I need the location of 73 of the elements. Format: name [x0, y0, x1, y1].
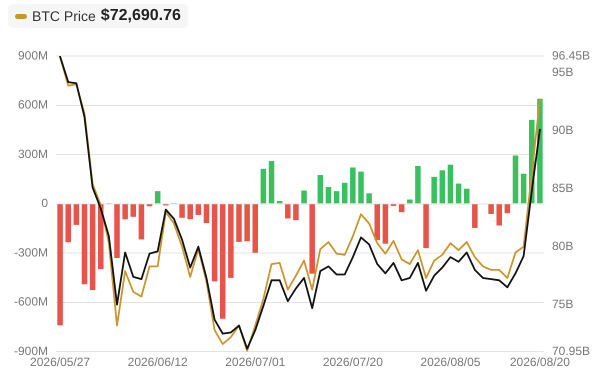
y2-tick-label: 96.45B — [552, 48, 590, 62]
y-tick-label: 600M — [18, 98, 48, 112]
bar — [488, 204, 494, 214]
y-tick-label: -600M — [14, 294, 48, 309]
bar — [382, 204, 388, 244]
x-tick-label: 2026/06/12 — [128, 355, 188, 370]
bar — [204, 204, 210, 224]
y-tick-label: 300M — [18, 146, 48, 161]
x-tick-label: 2026/08/05 — [420, 355, 481, 370]
bar — [448, 164, 454, 204]
bar — [244, 204, 250, 242]
bar — [98, 204, 104, 270]
bar — [464, 188, 470, 204]
y2-tick-label: 80B — [552, 239, 574, 254]
bar — [512, 156, 518, 204]
text: $72,690.76 — [100, 7, 181, 25]
bar — [309, 204, 315, 274]
y-tick-label: 900M — [18, 48, 48, 62]
bar — [456, 184, 462, 204]
y2-tick-label: 95B — [552, 65, 574, 80]
bar — [122, 204, 128, 220]
x-tick-label: 2026/07/20 — [322, 355, 384, 370]
bar — [496, 204, 502, 226]
bar — [285, 204, 291, 218]
bar — [318, 175, 324, 204]
y-tick-label: -300M — [14, 245, 48, 260]
bar — [252, 204, 258, 253]
bar — [326, 187, 332, 204]
y2-tick-label: 85B — [552, 181, 574, 196]
bar — [57, 204, 63, 326]
bar — [90, 204, 96, 290]
bar — [431, 176, 437, 204]
bar — [187, 204, 193, 220]
bar — [260, 168, 266, 204]
bar — [138, 204, 144, 240]
y-tick-label: 0 — [41, 196, 48, 210]
bar — [374, 204, 380, 240]
bar — [407, 200, 413, 204]
x-tick-label: 2026/07/01 — [225, 355, 286, 370]
bar — [423, 204, 429, 248]
bar — [154, 191, 160, 204]
bar — [268, 161, 274, 204]
bar — [236, 204, 242, 242]
bar — [350, 168, 356, 204]
bar — [520, 174, 526, 204]
bar — [342, 182, 348, 204]
bar — [220, 204, 226, 319]
bar — [504, 204, 510, 214]
bar — [358, 172, 364, 204]
bar — [301, 190, 307, 204]
bar — [398, 204, 404, 212]
bar — [472, 204, 478, 228]
legend-label: BTC Price — [32, 8, 96, 24]
bar — [130, 204, 136, 217]
bar — [293, 204, 299, 220]
bar — [179, 204, 185, 218]
x-tick-label: 2026/08/20 — [510, 355, 570, 370]
bar — [440, 170, 446, 204]
bar — [82, 204, 88, 284]
bar — [196, 204, 202, 215]
bar — [334, 191, 340, 204]
y2-tick-label: 70.95B — [552, 344, 590, 358]
bar — [366, 193, 372, 204]
x-tick-label: 2026/05/27 — [30, 355, 90, 370]
bar — [65, 204, 71, 242]
y2-tick-label: 90B — [552, 123, 574, 138]
y2-tick-label: 75B — [552, 296, 574, 311]
bar — [212, 204, 218, 282]
bar — [114, 204, 120, 258]
bar — [74, 204, 80, 225]
bar — [415, 166, 421, 204]
y-tick-label: -900M — [14, 344, 48, 358]
bar — [228, 204, 234, 278]
